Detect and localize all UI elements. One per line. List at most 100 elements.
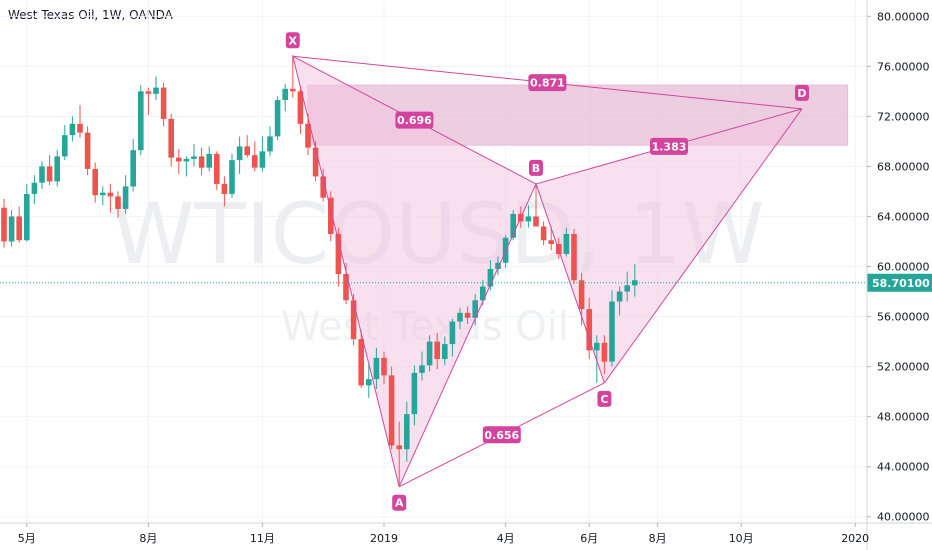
candle-body — [84, 132, 91, 169]
candle-body — [411, 372, 418, 415]
price-tick-label: 44.00000 — [877, 461, 930, 474]
candle-body — [252, 155, 258, 168]
time-tick-label: 6月 — [580, 532, 598, 545]
ratio-value: 0.656 — [484, 429, 519, 442]
ratio-badge — [395, 111, 434, 129]
candle-body — [601, 342, 608, 362]
ratio-value: 0.871 — [530, 77, 565, 90]
candle-body — [594, 342, 600, 351]
price-tick-label: 76.00000 — [877, 60, 930, 73]
candle-body — [480, 286, 486, 301]
candle-body — [290, 88, 296, 92]
candle-body — [274, 100, 281, 137]
pattern-point-b: B — [532, 162, 540, 175]
candle-body — [77, 123, 83, 133]
candle-body — [563, 233, 570, 254]
candle-body — [62, 135, 68, 157]
point-labels: X A B C D — [285, 32, 809, 511]
candle-body — [198, 156, 205, 168]
candle-body — [229, 160, 235, 194]
current-price-badge — [867, 273, 932, 292]
candle-body — [434, 341, 440, 360]
triangle-bcd — [536, 108, 802, 383]
candle-body — [54, 156, 60, 182]
candle-body — [616, 291, 623, 302]
current-price-label: 58.70100 — [872, 277, 930, 290]
candle-body — [183, 158, 190, 162]
candle-body — [586, 309, 592, 351]
ratio-badge — [528, 74, 567, 92]
candle-body — [525, 216, 532, 222]
candle-body — [335, 233, 342, 275]
candle-body — [328, 197, 334, 234]
candle-body — [130, 150, 136, 187]
leg-bc — [535, 183, 605, 384]
candle-body — [191, 156, 197, 159]
candle-body — [548, 240, 554, 244]
candle-body — [153, 87, 159, 94]
candle-body — [343, 274, 349, 301]
candle-body — [282, 88, 288, 101]
candle-body — [24, 193, 30, 241]
candle-body — [236, 146, 243, 161]
price-tick-label: 40.00000 — [877, 511, 930, 524]
pattern-point-c: C — [600, 393, 608, 406]
pattern-point-badge — [795, 84, 809, 101]
time-tick-label: 8月 — [649, 532, 667, 545]
triangle-xab — [292, 56, 536, 487]
candle-body — [350, 300, 357, 340]
ratio-badge — [650, 137, 688, 155]
price-tick-label: 48.00000 — [877, 411, 930, 424]
leg-cd — [603, 108, 803, 384]
candle-body — [8, 216, 15, 242]
candle-body — [115, 196, 121, 209]
candle-body — [442, 344, 448, 360]
price-tick-label: 68.00000 — [877, 160, 930, 173]
candle-body — [464, 312, 471, 318]
ratio-badge — [482, 426, 521, 444]
pattern-point-badge — [392, 494, 407, 511]
candle-body — [46, 166, 53, 182]
current-price-line: 58.70100 — [0, 273, 932, 292]
candle-body — [358, 339, 364, 386]
candle-body — [373, 357, 380, 380]
candle-body — [540, 226, 547, 241]
candle-body — [396, 445, 402, 450]
candle-body — [449, 321, 456, 345]
candle-body — [381, 357, 387, 376]
price-tick-label: 72.00000 — [877, 110, 930, 123]
candle-body — [160, 87, 167, 119]
time-axis: 5月 8月 11月 2019 4月 6月 8月 10月 2020 — [0, 522, 932, 545]
candle-body — [609, 301, 615, 362]
time-tick-label: 10月 — [729, 532, 754, 545]
candle-body — [533, 216, 539, 227]
candle-body — [267, 136, 273, 152]
candle-body — [487, 269, 494, 287]
candle-body — [31, 182, 38, 194]
candle-body — [388, 375, 395, 446]
pattern-point-a: A — [395, 497, 404, 510]
time-tick-label: 8月 — [139, 532, 157, 545]
time-tick-label: 4月 — [497, 532, 515, 545]
candle-body — [305, 123, 311, 148]
candle-body — [206, 153, 212, 168]
candle-body — [16, 216, 22, 241]
candle-body — [145, 91, 152, 94]
leg-ab — [398, 183, 537, 487]
time-tick-label: 2020 — [841, 532, 869, 545]
candle-body — [404, 414, 410, 450]
candle-body — [168, 118, 174, 158]
ratio-value: 0.696 — [397, 114, 432, 127]
price-tick-label: 52.00000 — [877, 361, 930, 374]
candle-body — [366, 379, 372, 386]
time-tick-label: 11月 — [250, 532, 275, 545]
ratio-labels: 0.696 0.656 1.383 0.871 — [395, 74, 688, 444]
price-axis: 80.00000 76.00000 72.00000 68.00000 64.00000… — [866, 0, 930, 550]
pattern-point-x: X — [289, 34, 298, 47]
candle-body — [138, 91, 144, 151]
candle-body — [297, 91, 304, 124]
price-tick-label: 64.00000 — [877, 210, 930, 223]
pattern-point-badge — [285, 32, 300, 49]
pattern-point-badge — [529, 159, 543, 176]
